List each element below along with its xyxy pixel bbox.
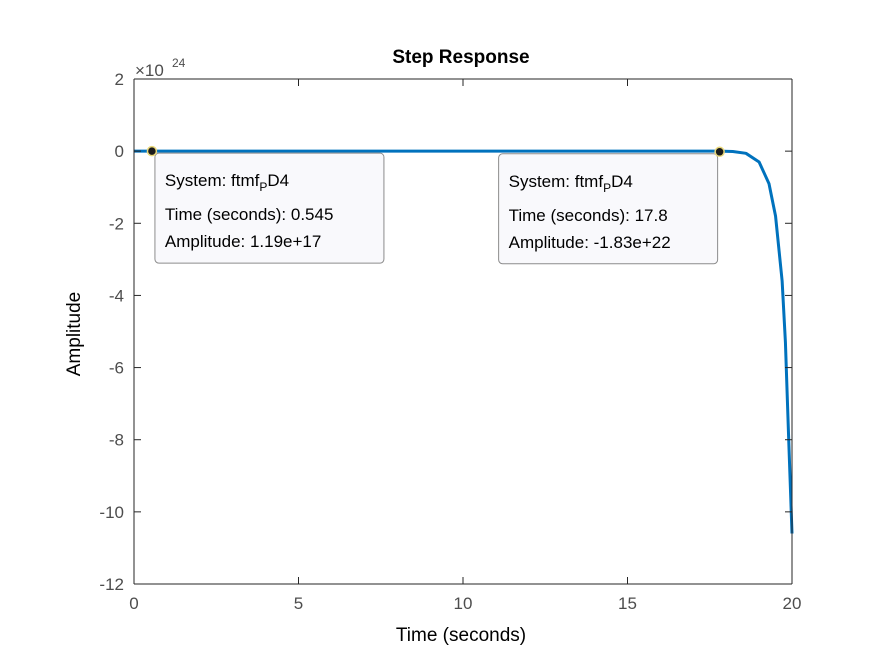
y-tick-label: 2 bbox=[115, 70, 124, 89]
datatip-time: Time (seconds): 17.8 bbox=[509, 206, 668, 225]
x-tick-label: 15 bbox=[618, 594, 637, 613]
y-tick-label: -6 bbox=[109, 359, 124, 378]
datatip-system: System: ftmfPD4 bbox=[509, 172, 633, 195]
y-exponent: ×10 24 bbox=[135, 56, 186, 80]
datatip-amplitude: Amplitude: -1.83e+22 bbox=[509, 233, 671, 252]
datatip-2[interactable]: System: ftmfPD4 Time (seconds): 17.8 Ampli… bbox=[498, 146, 725, 265]
y-exponent-power: 24 bbox=[172, 56, 186, 70]
datatips[interactable]: System: ftmfPD4 Time (seconds): 0.545 Ampl… bbox=[146, 145, 725, 265]
datatip-box bbox=[154, 152, 385, 264]
datatip-box bbox=[498, 153, 719, 265]
y-tick-label: -4 bbox=[109, 286, 124, 305]
datatip-marker[interactable] bbox=[146, 145, 158, 157]
x-tick-label: 5 bbox=[294, 594, 303, 613]
datatip-1[interactable]: System: ftmfPD4 Time (seconds): 0.545 Ampl… bbox=[146, 145, 385, 264]
chart-title: Step Response bbox=[392, 47, 529, 68]
datatip-system: System: ftmfPD4 bbox=[165, 171, 289, 194]
datatip-time: Time (seconds): 0.545 bbox=[165, 205, 333, 224]
x-tick-label: 10 bbox=[454, 594, 473, 613]
axes bbox=[133, 78, 793, 585]
x-tick-label: 20 bbox=[783, 594, 802, 613]
x-tick-label: 0 bbox=[129, 594, 138, 613]
series-line-0 bbox=[134, 149, 794, 534]
y-axis-label: Amplitude bbox=[64, 292, 85, 377]
y-tick-label: -8 bbox=[109, 431, 124, 450]
series-layer bbox=[134, 149, 794, 534]
x-axis-label: Time (seconds) bbox=[396, 625, 526, 646]
y-tick-label: -10 bbox=[99, 503, 124, 522]
y-tick-label: -2 bbox=[109, 214, 124, 233]
y-tick-label: -12 bbox=[99, 575, 124, 594]
datatip-marker[interactable] bbox=[714, 146, 725, 158]
y-tick-label: 0 bbox=[115, 142, 124, 161]
datatip-amplitude: Amplitude: 1.19e+17 bbox=[165, 232, 321, 251]
y-exponent-base: ×10 bbox=[135, 61, 164, 80]
